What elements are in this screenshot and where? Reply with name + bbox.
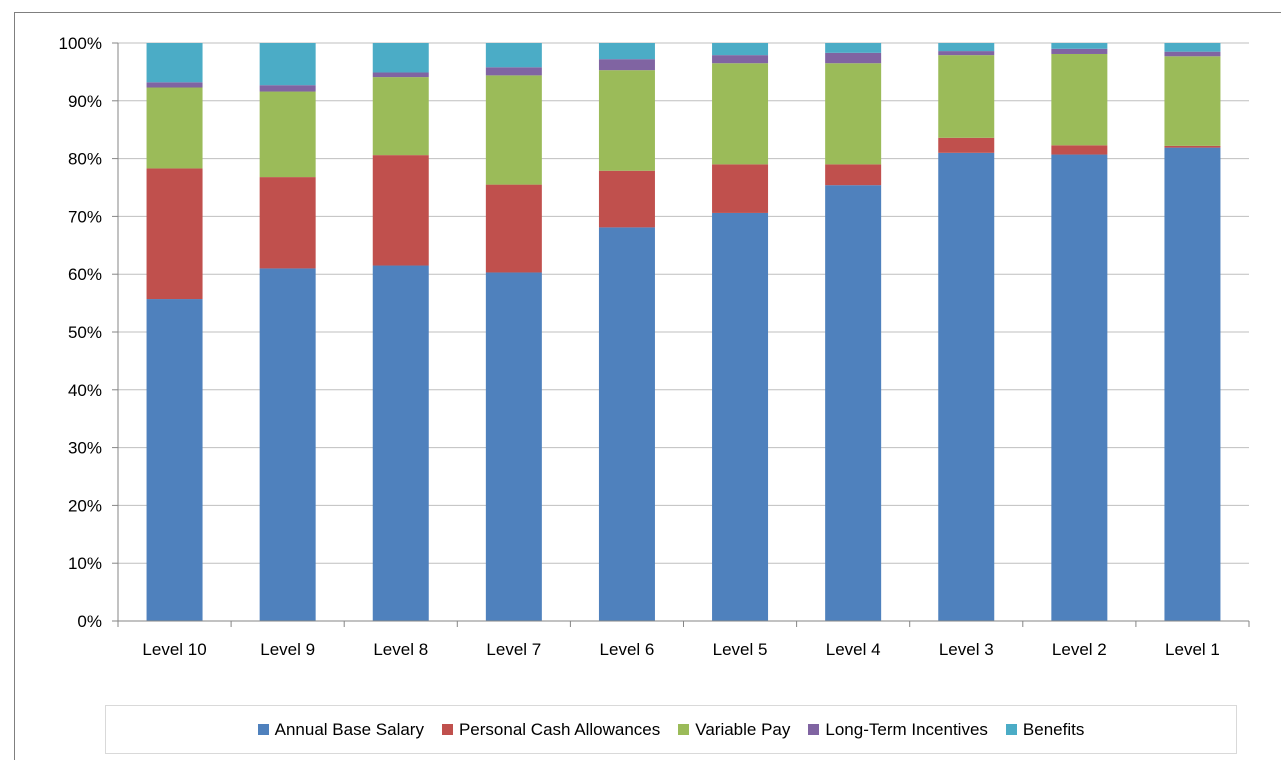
legend-item: Long-Term Incentives bbox=[808, 720, 988, 740]
legend-item: Benefits bbox=[1005, 719, 1085, 740]
bar-long-term-incentives-level-7 bbox=[485, 67, 542, 76]
x-tick-label: Level 2 bbox=[1052, 640, 1107, 659]
bar-long-term-incentives-level-9 bbox=[259, 85, 316, 92]
bar-benefits-level-5 bbox=[712, 43, 769, 56]
bar-annual-base-salary-level-4 bbox=[825, 185, 882, 622]
bar-benefits-level-7 bbox=[485, 43, 542, 68]
bar-annual-base-salary-level-6 bbox=[598, 227, 655, 621]
y-tick-label: 60% bbox=[68, 265, 102, 284]
bar-long-term-incentives-level-1 bbox=[1164, 51, 1221, 57]
y-tick-label: 80% bbox=[68, 150, 102, 169]
y-tick-label: 20% bbox=[68, 496, 102, 515]
bar-personal-cash-allowances-level-3 bbox=[938, 137, 995, 153]
legend-item: Variable Pay bbox=[678, 720, 790, 740]
legend-swatch bbox=[1005, 724, 1017, 735]
y-tick-label: 70% bbox=[68, 207, 102, 226]
bar-benefits-level-9 bbox=[259, 43, 316, 86]
bar-variable-pay-level-7 bbox=[485, 75, 542, 185]
x-tick-label: Level 4 bbox=[826, 640, 881, 659]
legend-item: Personal Cash Allowances bbox=[441, 719, 661, 740]
bar-personal-cash-allowances-level-7 bbox=[485, 184, 542, 273]
legend-label: Long-Term Incentives bbox=[825, 719, 988, 739]
bar-long-term-incentives-level-2 bbox=[1051, 48, 1108, 54]
bar-long-term-incentives-level-4 bbox=[825, 52, 882, 64]
legend-swatch bbox=[441, 724, 453, 735]
legend-swatch bbox=[808, 724, 820, 735]
bar-annual-base-salary-level-1 bbox=[1164, 147, 1221, 622]
bar-personal-cash-allowances-level-4 bbox=[825, 164, 882, 186]
bars bbox=[146, 43, 1221, 622]
y-tick-label: 50% bbox=[68, 323, 102, 342]
y-tick-label: 90% bbox=[68, 92, 102, 111]
legend-item: Annual Base Salary bbox=[257, 719, 424, 740]
bar-annual-base-salary-level-8 bbox=[372, 265, 429, 621]
bar-variable-pay-level-10 bbox=[146, 87, 203, 169]
bar-annual-base-salary-level-9 bbox=[259, 268, 316, 621]
legend-swatch bbox=[257, 724, 269, 735]
bar-benefits-level-4 bbox=[825, 43, 882, 53]
legend-label: Variable Pay bbox=[695, 719, 791, 739]
chart-frame: 0% 10% 20% 30% 40% 50% 60% 70% 80% 90% 100% Level … bbox=[14, 12, 1281, 760]
bar-personal-cash-allowances-level-5 bbox=[712, 164, 769, 213]
bar-personal-cash-allowances-level-2 bbox=[1051, 145, 1108, 155]
y-tick-labels: 0% 10% 20% 30% 40% 50% 60% 70% 80% 90% 100% bbox=[59, 34, 102, 631]
y-tick-label: 10% bbox=[68, 554, 102, 573]
x-tick-label: Level 3 bbox=[939, 640, 994, 659]
x-tick-label: Level 1 bbox=[1165, 640, 1220, 659]
legend-label: Benefits bbox=[1022, 719, 1085, 739]
bar-variable-pay-level-5 bbox=[712, 63, 769, 165]
y-tick-label: 100% bbox=[59, 34, 102, 53]
x-tick-label: Level 7 bbox=[486, 640, 541, 659]
bar-annual-base-salary-level-7 bbox=[485, 272, 542, 621]
bar-annual-base-salary-level-10 bbox=[146, 299, 203, 621]
bar-personal-cash-allowances-level-1 bbox=[1164, 145, 1221, 148]
bar-long-term-incentives-level-10 bbox=[146, 82, 203, 88]
bar-benefits-level-3 bbox=[938, 43, 995, 52]
bar-variable-pay-level-6 bbox=[598, 70, 655, 171]
bar-benefits-level-1 bbox=[1164, 43, 1221, 52]
bar-variable-pay-level-8 bbox=[372, 77, 429, 156]
bar-long-term-incentives-level-6 bbox=[598, 59, 655, 71]
y-tick-label: 40% bbox=[68, 381, 102, 400]
bar-long-term-incentives-level-3 bbox=[938, 51, 995, 56]
x-tick-label: Level 5 bbox=[713, 640, 768, 659]
bar-annual-base-salary-level-2 bbox=[1051, 154, 1108, 621]
bar-variable-pay-level-9 bbox=[259, 91, 316, 178]
bar-annual-base-salary-level-3 bbox=[938, 152, 995, 621]
bar-long-term-incentives-level-5 bbox=[712, 55, 769, 64]
axes bbox=[112, 42, 1250, 627]
bar-benefits-level-2 bbox=[1051, 43, 1108, 49]
bar-personal-cash-allowances-level-9 bbox=[259, 177, 316, 269]
bar-variable-pay-level-2 bbox=[1051, 53, 1108, 146]
stacked-bar-chart: 0% 10% 20% 30% 40% 50% 60% 70% 80% 90% 100% Level … bbox=[59, 34, 1250, 659]
bar-long-term-incentives-level-8 bbox=[372, 72, 429, 78]
bar-variable-pay-level-4 bbox=[825, 63, 882, 165]
bar-personal-cash-allowances-level-10 bbox=[146, 168, 203, 300]
legend-label: Annual Base Salary bbox=[274, 719, 424, 739]
bar-personal-cash-allowances-level-6 bbox=[598, 170, 655, 228]
x-tick-label: Level 6 bbox=[600, 640, 655, 659]
bar-variable-pay-level-3 bbox=[938, 55, 995, 138]
x-tick-labels: Level 10 Level 9 Level 8 Level 7 Level 6 Leve… bbox=[142, 640, 1219, 659]
legend: Annual Base Salary Personal Cash Allowanc… bbox=[105, 705, 1237, 754]
bar-benefits-level-6 bbox=[598, 43, 655, 60]
y-tick-label: 30% bbox=[68, 439, 102, 458]
y-tick-label: 0% bbox=[77, 612, 102, 631]
bar-annual-base-salary-level-5 bbox=[712, 212, 769, 621]
x-tick-label: Level 10 bbox=[142, 640, 206, 659]
bar-benefits-level-10 bbox=[146, 43, 203, 83]
legend-label: Personal Cash Allowances bbox=[458, 719, 661, 739]
x-tick-label: Level 8 bbox=[373, 640, 428, 659]
bar-benefits-level-8 bbox=[372, 43, 429, 73]
bar-variable-pay-level-1 bbox=[1164, 56, 1221, 146]
legend-swatch bbox=[678, 724, 690, 735]
bar-personal-cash-allowances-level-8 bbox=[372, 155, 429, 266]
x-tick-label: Level 9 bbox=[260, 640, 315, 659]
